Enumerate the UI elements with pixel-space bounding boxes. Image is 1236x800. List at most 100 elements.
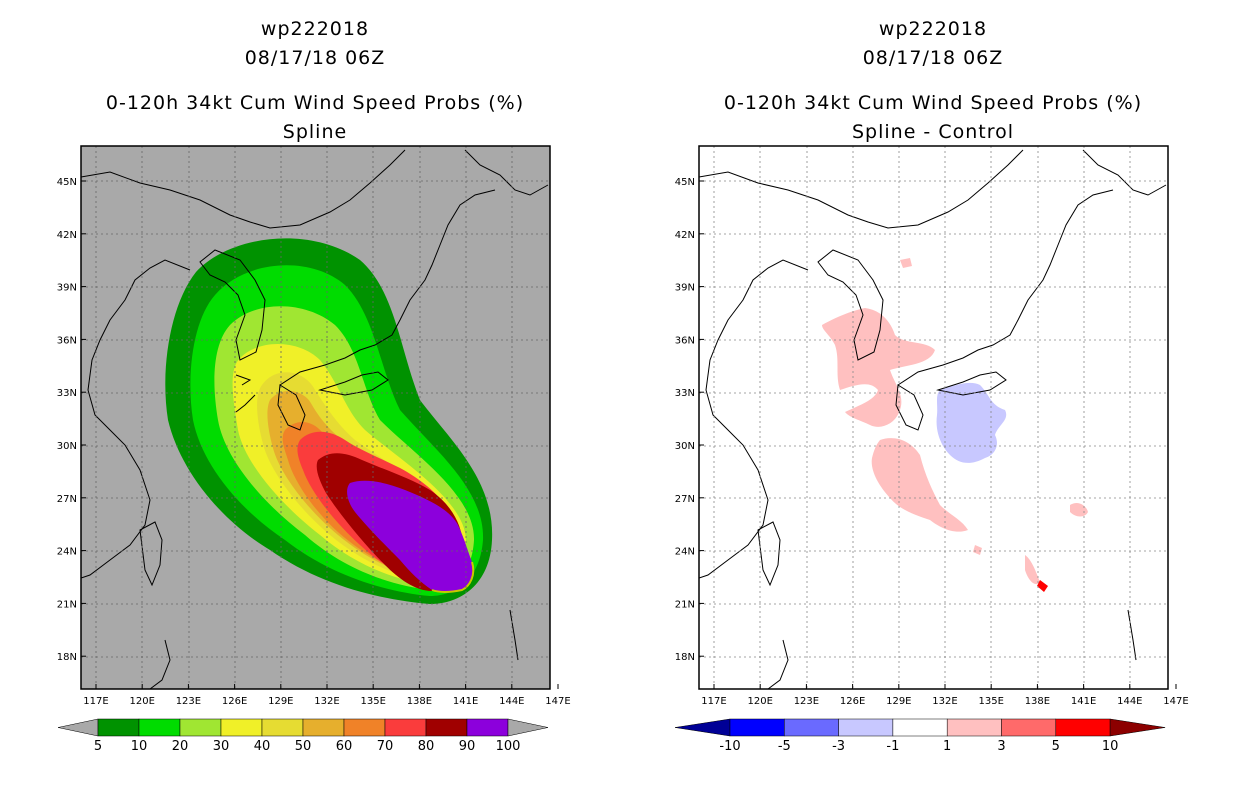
left-lat-label: 24N <box>57 547 77 558</box>
prob-90-contour <box>347 480 474 592</box>
colorbar-label: 100 <box>496 739 521 754</box>
colorbar-label: 5 <box>1052 739 1060 754</box>
colorbar-swatch <box>1001 718 1057 737</box>
left-datetime: 08/17/18 06Z <box>244 47 386 69</box>
right-lon-label: 132E <box>932 696 957 707</box>
colorbar-label: 60 <box>336 739 353 754</box>
left-lon-label: 135E <box>360 696 385 707</box>
right-lat-label: 21N <box>675 599 695 610</box>
left-lon-label: 147E <box>545 696 570 707</box>
right-lon-label: 129E <box>886 696 911 707</box>
prob-90-edge <box>431 561 475 593</box>
colorbar-label: 70 <box>377 739 394 754</box>
right-product-title: 0-120h 34kt Cum Wind Speed Probs (%) <box>723 92 1143 114</box>
right-lon-label: 117E <box>701 696 726 707</box>
left-lat-label: 42N <box>57 230 77 241</box>
left-lon-label: 120E <box>129 696 154 707</box>
colorbar-label: 10 <box>131 739 148 754</box>
right-lon-label: 126E <box>840 696 865 707</box>
left-product-title: 0-120h 34kt Cum Wind Speed Probs (%) <box>105 92 525 114</box>
colorbar-swatch <box>784 718 839 737</box>
left-lat-label: 30N <box>57 441 77 452</box>
diff-positive-area-small2 <box>900 258 912 268</box>
colorbar-label: 50 <box>295 739 312 754</box>
diff-positive-area-small <box>1025 555 1040 585</box>
right-lon-label: 141E <box>1071 696 1096 707</box>
colorbar-label: 80 <box>418 739 435 754</box>
left-probability-contours <box>165 238 493 604</box>
left-lat-label: 18N <box>57 652 77 663</box>
colorbar-label: 40 <box>254 739 271 754</box>
right-lat-label: 27N <box>675 494 695 505</box>
colorbar-label: 90 <box>459 739 476 754</box>
colorbar-high-end <box>1109 718 1166 737</box>
right-lat-label: 45N <box>675 177 695 188</box>
colorbar-label: 5 <box>94 739 102 754</box>
left-lon-label: 138E <box>407 696 432 707</box>
left-coastlines <box>81 149 549 689</box>
colorbar-label: 3 <box>997 739 1005 754</box>
right-lon-label: 120E <box>747 696 772 707</box>
left-lon-label: 129E <box>268 696 293 707</box>
left-gridlines <box>81 146 550 689</box>
colorbar-label: 1 <box>943 739 951 754</box>
right-lat-label: 33N <box>675 388 695 399</box>
colorbar-label: -10 <box>719 739 740 754</box>
diff-strong-positive <box>1037 580 1048 592</box>
right-lat-label: 42N <box>675 230 695 241</box>
right-lat-label: 36N <box>675 335 695 346</box>
right-storm-id: wp222018 <box>878 18 988 40</box>
left-lon-label: 132E <box>314 696 339 707</box>
left-lon-label: 123E <box>176 696 201 707</box>
right-lat-label: 24N <box>675 547 695 558</box>
right-lat-label: 18N <box>675 652 695 663</box>
colorbar-low-end <box>674 718 731 737</box>
left-lat-label: 36N <box>57 335 77 346</box>
colorbar-label: -3 <box>832 739 845 754</box>
right-lon-label: 138E <box>1025 696 1050 707</box>
diff-positive-area-east <box>1070 502 1088 517</box>
left-lat-label: 21N <box>57 599 77 610</box>
left-lat-label: 45N <box>57 177 77 188</box>
right-datetime: 08/17/18 06Z <box>862 47 1004 69</box>
left-map-frame <box>80 145 551 690</box>
colorbar-label: -1 <box>886 739 899 754</box>
left-subtitle: Spline <box>282 121 348 143</box>
right-map-frame <box>698 145 1169 690</box>
diff-positive-area-north <box>822 308 935 427</box>
right-lon-label: 135E <box>978 696 1003 707</box>
colorbar-swatch <box>892 718 948 737</box>
colorbar-swatch <box>729 718 785 737</box>
left-lon-label: 144E <box>499 696 524 707</box>
diff-positive-area-small3 <box>973 545 982 555</box>
colorbar-label: 20 <box>172 739 189 754</box>
left-lat-label: 27N <box>57 494 77 505</box>
colorbar-label: -5 <box>778 739 791 754</box>
right-map-background <box>699 146 1168 689</box>
colorbar-label: 30 <box>213 739 230 754</box>
right-lat-label: 30N <box>675 441 695 452</box>
colorbar-label: 10 <box>1102 739 1119 754</box>
right-lon-label: 123E <box>794 696 819 707</box>
right-lon-label: 144E <box>1117 696 1142 707</box>
colorbar-swatch <box>946 718 1002 737</box>
right-gridlines <box>699 146 1168 689</box>
right-lon-label: 147E <box>1163 696 1188 707</box>
right-difference-contours <box>822 258 1088 592</box>
right-coastlines <box>699 149 1167 689</box>
right-lat-label: 39N <box>675 283 695 294</box>
right-subtitle: Spline - Control <box>851 121 1015 143</box>
left-lat-label: 33N <box>57 388 77 399</box>
colorbar-swatch <box>1055 718 1111 737</box>
left-storm-id: wp222018 <box>260 18 370 40</box>
left-lon-label: 141E <box>453 696 478 707</box>
left-lon-label: 117E <box>83 696 108 707</box>
colorbar-swatch <box>838 718 894 737</box>
left-lon-label: 126E <box>222 696 247 707</box>
left-lat-label: 39N <box>57 283 77 294</box>
diff-negative-area <box>936 382 1007 463</box>
colorbar-right-end <box>507 718 549 737</box>
diff-positive-area-south <box>871 438 968 532</box>
